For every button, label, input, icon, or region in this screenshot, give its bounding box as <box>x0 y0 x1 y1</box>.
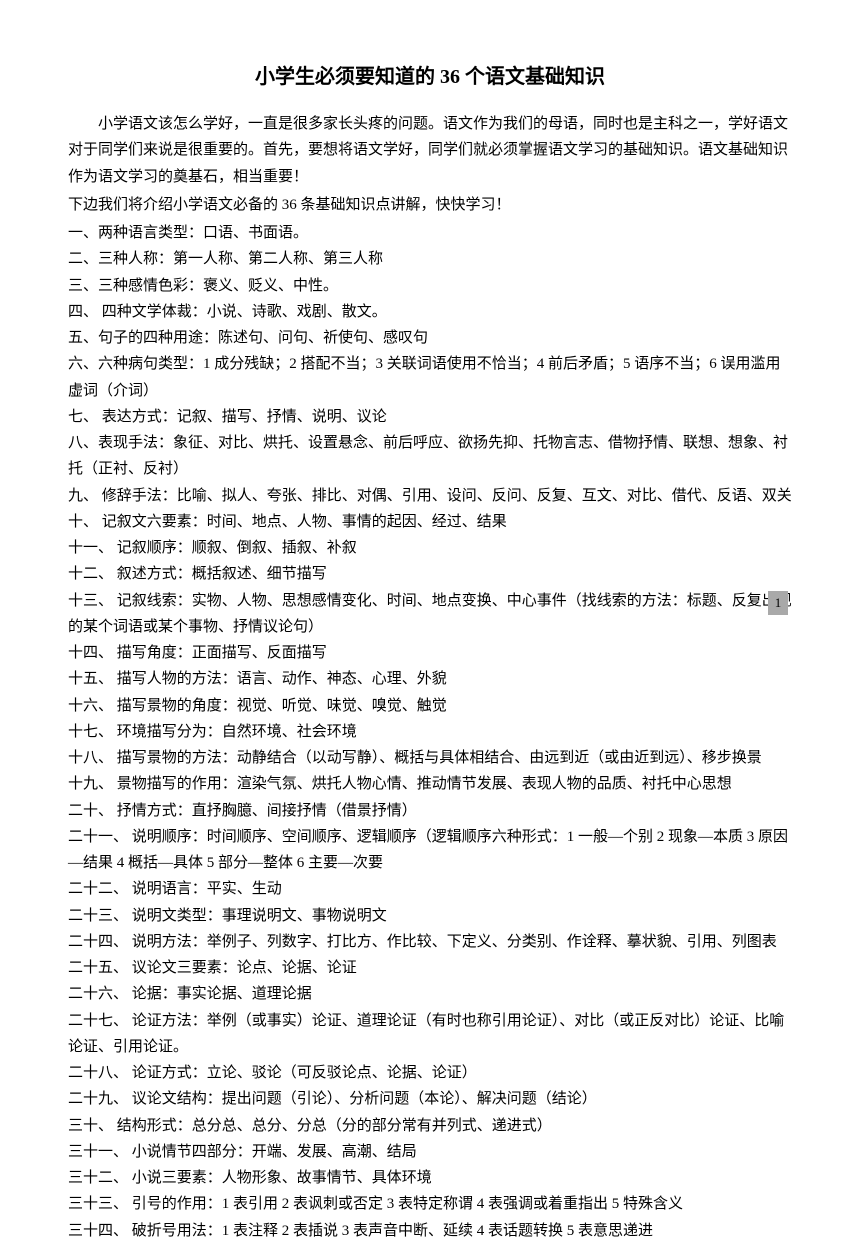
list-item: 十六、 描写景物的角度：视觉、听觉、味觉、嗅觉、触觉 <box>68 693 792 719</box>
list-item: 一、两种语言类型：口语、书面语。 <box>68 220 792 246</box>
list-item: 七、 表达方式：记叙、描写、抒情、说明、议论 <box>68 404 792 430</box>
list-item: 六、六种病句类型：1 成分残缺；2 搭配不当；3 关联词语使用不恰当；4 前后矛… <box>68 351 792 404</box>
list-item: 二十三、 说明文类型：事理说明文、事物说明文 <box>68 903 792 929</box>
list-item: 三十一、 小说情节四部分：开端、发展、高潮、结局 <box>68 1139 792 1165</box>
list-item: 八、表现手法：象征、对比、烘托、设置悬念、前后呼应、欲扬先抑、托物言志、借物抒情… <box>68 430 792 483</box>
items-container: 一、两种语言类型：口语、书面语。 二、三种人称：第一人称、第二人称、第三人称 三… <box>68 220 792 1244</box>
page-number-marker: 1 <box>768 591 788 615</box>
list-item: 十九、 景物描写的作用：渲染气氛、烘托人物心情、推动情节发展、表现人物的品质、衬… <box>68 771 792 797</box>
list-item: 十八、 描写景物的方法：动静结合（以动写静）、概括与具体相结合、由远到近（或由近… <box>68 745 792 771</box>
list-item: 十一、 记叙顺序：顺叙、倒叙、插叙、补叙 <box>68 535 792 561</box>
list-item: 九、 修辞手法：比喻、拟人、夸张、排比、对偶、引用、设问、反问、反复、互文、对比… <box>68 483 792 509</box>
list-item: 十三、 记叙线索：实物、人物、思想感情变化、时间、地点变换、中心事件（找线索的方… <box>68 588 792 641</box>
list-item: 二十六、 论据：事实论据、道理论据 <box>68 981 792 1007</box>
list-item: 三、三种感情色彩：褒义、贬义、中性。 <box>68 273 792 299</box>
intro-paragraph: 小学语文该怎么学好，一直是很多家长头疼的问题。语文作为我们的母语，同时也是主科之… <box>68 111 792 190</box>
page-title: 小学生必须要知道的 36 个语文基础知识 <box>68 60 792 89</box>
list-item: 三十、 结构形式：总分总、总分、分总（分的部分常有并列式、递进式） <box>68 1113 792 1139</box>
list-item: 五、句子的四种用途：陈述句、问句、祈使句、感叹句 <box>68 325 792 351</box>
list-item: 四、 四种文学体裁：小说、诗歌、戏剧、散文。 <box>68 299 792 325</box>
list-item: 二十八、 论证方式：立论、驳论（可反驳论点、论据、论证） <box>68 1060 792 1086</box>
list-item: 二十一、 说明顺序：时间顺序、空间顺序、逻辑顺序（逻辑顺序六种形式：1 一般—个… <box>68 824 792 877</box>
list-item: 二、三种人称：第一人称、第二人称、第三人称 <box>68 246 792 272</box>
list-item: 二十九、 议论文结构：提出问题（引论）、分析问题（本论）、解决问题（结论） <box>68 1086 792 1112</box>
list-item: 二十二、 说明语言：平实、生动 <box>68 876 792 902</box>
list-item: 十、 记叙文六要素：时间、地点、人物、事情的起因、经过、结果 <box>68 509 792 535</box>
list-item: 二十四、 说明方法：举例子、列数字、打比方、作比较、下定义、分类别、作诠释、摹状… <box>68 929 792 955</box>
list-item: 二十、 抒情方式：直抒胸臆、间接抒情（借景抒情） <box>68 798 792 824</box>
list-item: 三十二、 小说三要素：人物形象、故事情节、具体环境 <box>68 1165 792 1191</box>
intro-continuation: 下边我们将介绍小学语文必备的 36 条基础知识点讲解，快快学习！ <box>68 192 792 218</box>
list-item: 三十四、 破折号用法：1 表注释 2 表插说 3 表声音中断、延续 4 表话题转… <box>68 1218 792 1244</box>
list-item: 二十七、 论证方法：举例（或事实）论证、道理论证（有时也称引用论证）、对比（或正… <box>68 1008 792 1061</box>
list-item: 十四、 描写角度：正面描写、反面描写 <box>68 640 792 666</box>
list-item: 二十五、 议论文三要素：论点、论据、论证 <box>68 955 792 981</box>
list-item: 十二、 叙述方式：概括叙述、细节描写 <box>68 561 792 587</box>
list-item: 十五、 描写人物的方法：语言、动作、神态、心理、外貌 <box>68 666 792 692</box>
list-item: 三十三、 引号的作用：1 表引用 2 表讽刺或否定 3 表特定称谓 4 表强调或… <box>68 1191 792 1217</box>
list-item: 十七、 环境描写分为：自然环境、社会环境 <box>68 719 792 745</box>
